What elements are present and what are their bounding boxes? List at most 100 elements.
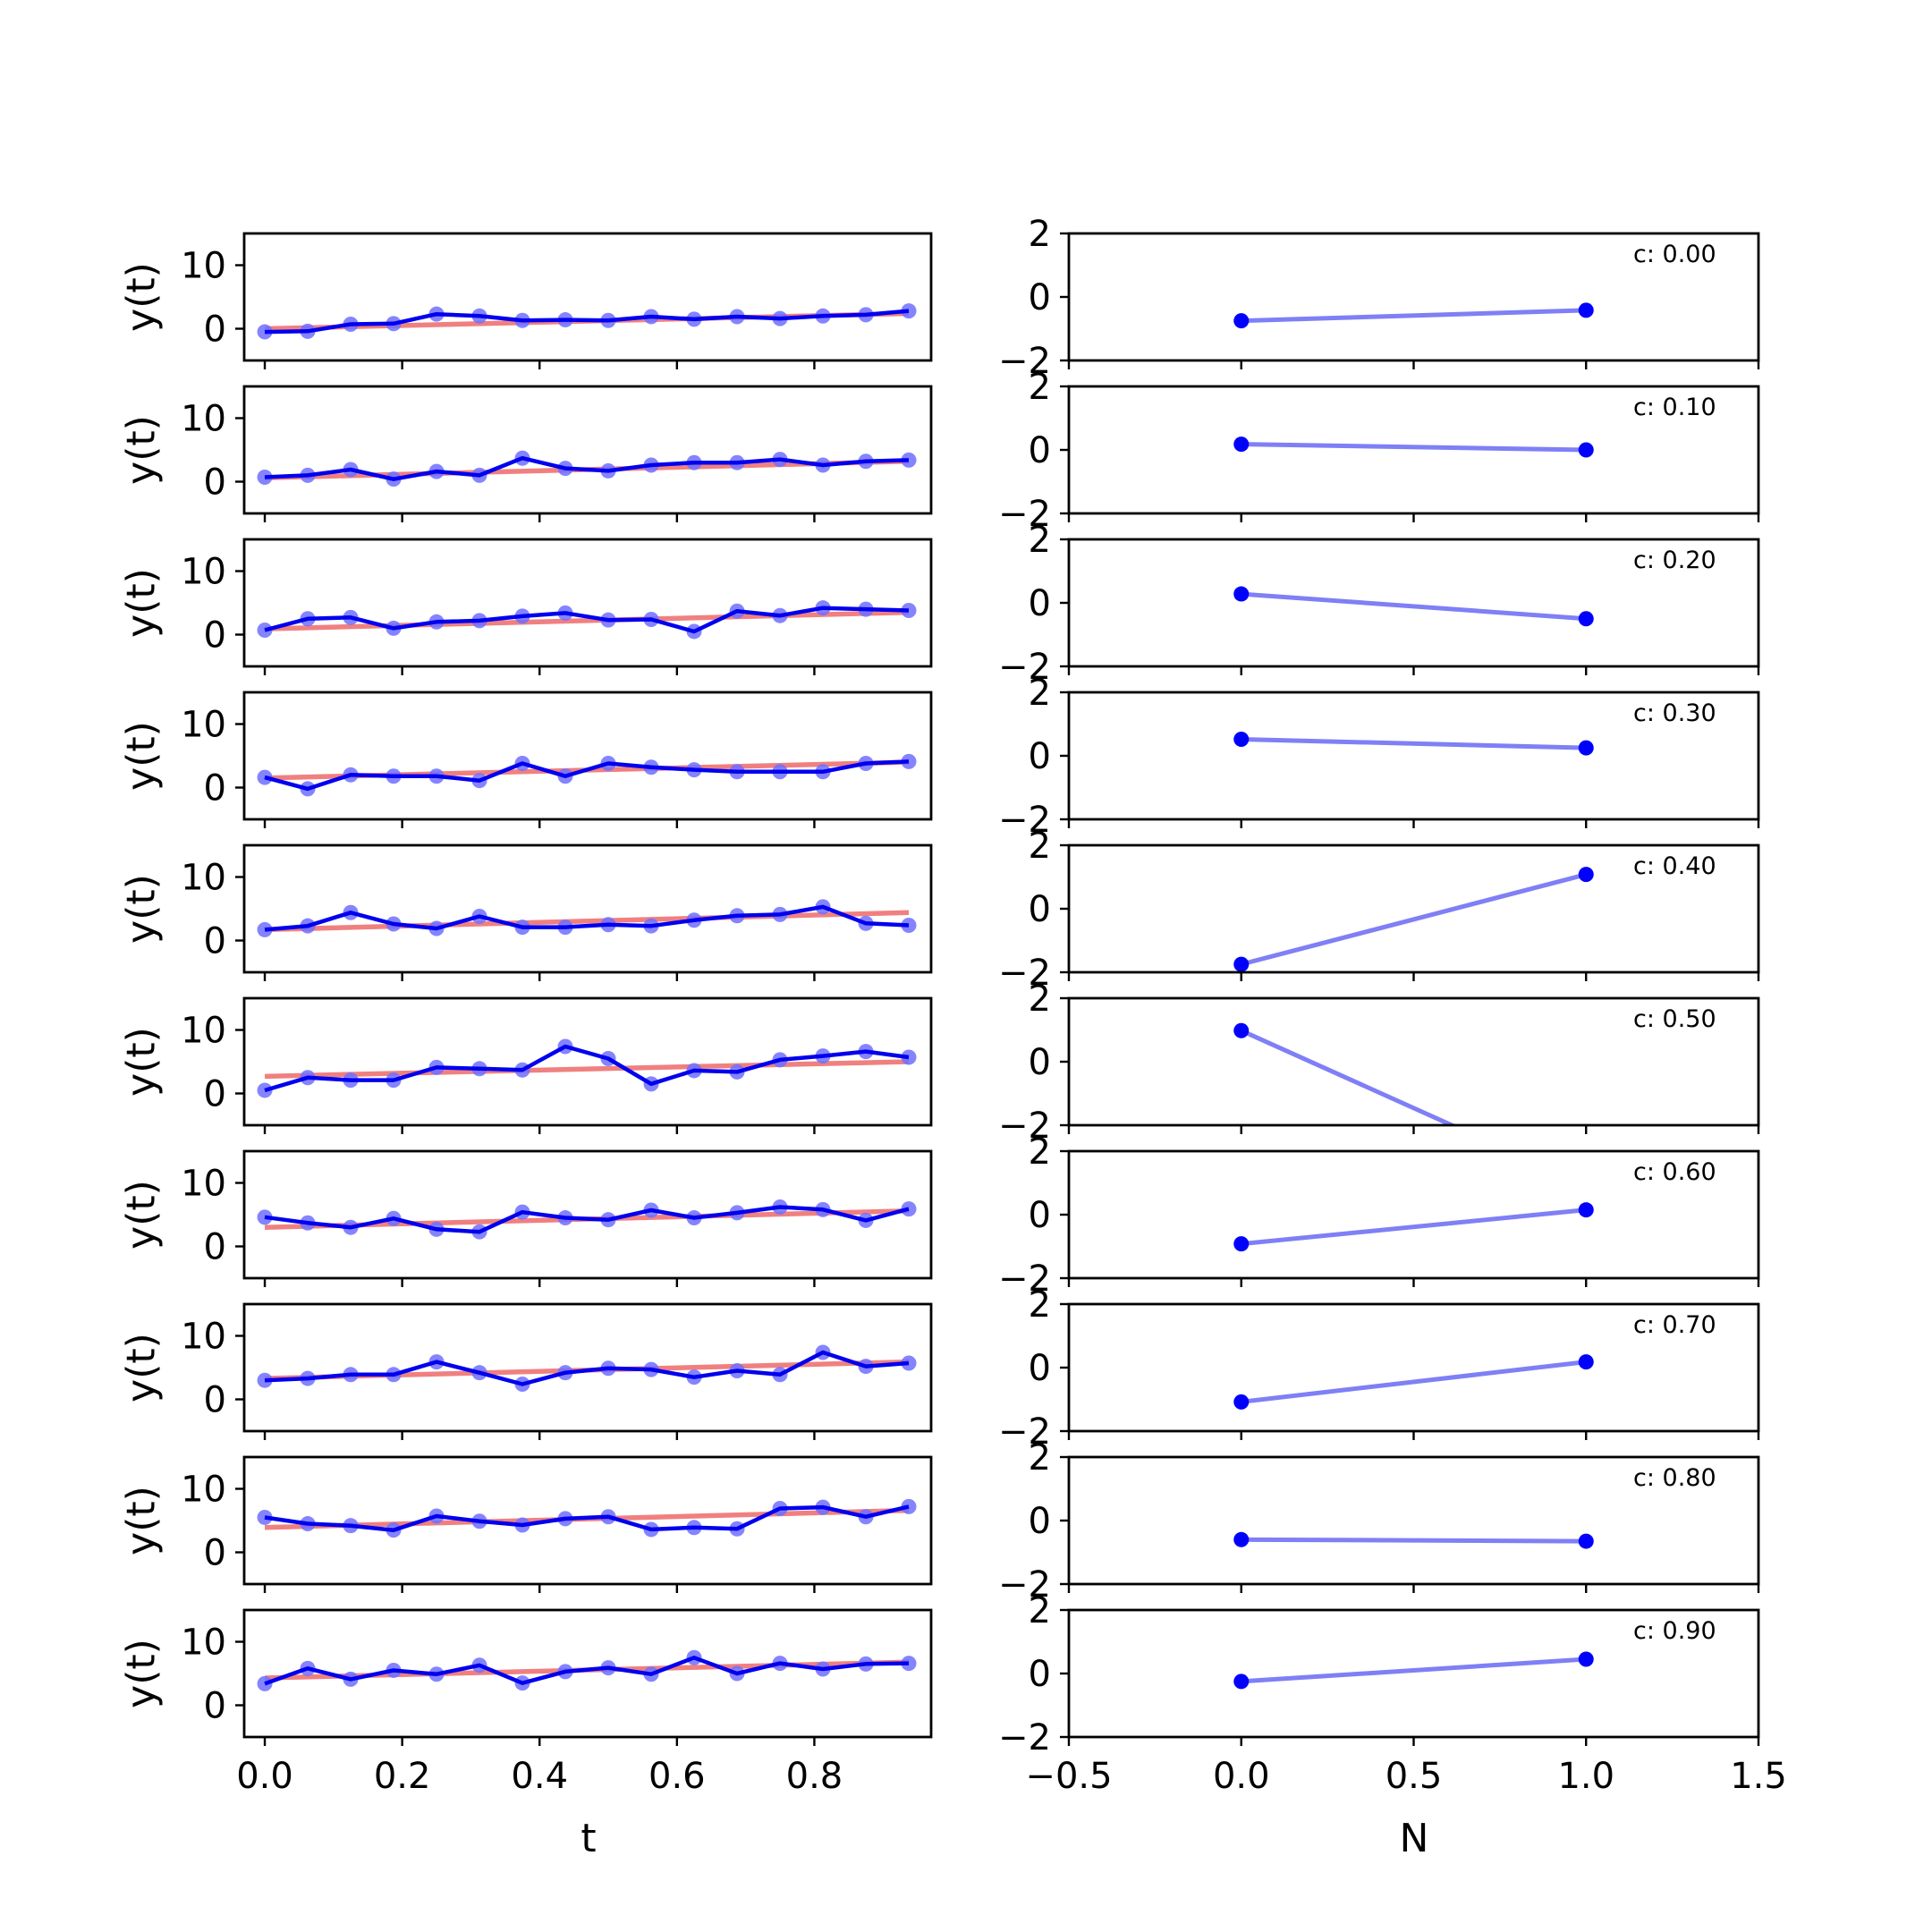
y-tick-label: 0: [1029, 1348, 1051, 1389]
y-tick-label: 0: [204, 1533, 226, 1574]
y-axis-label: y(t): [118, 1180, 164, 1250]
y-tick-label: 10: [181, 1623, 226, 1664]
data-line: [264, 1350, 910, 1386]
right-subplot-0: −2 0 2 c: 0.00: [998, 214, 1760, 382]
left-axes-frame: [242, 843, 933, 974]
y-tick-label: 2: [1029, 214, 1051, 255]
series-point: [1233, 956, 1250, 972]
data-point: [901, 1498, 917, 1514]
y-tick-label: 0: [1029, 736, 1051, 777]
y-tick-label: 0: [1029, 889, 1051, 930]
right-plot-area: [1233, 1022, 1458, 1125]
y-axis-label: y(t): [118, 262, 164, 332]
left-plot-area: [257, 600, 917, 640]
y-tick-label: 2: [1029, 520, 1051, 561]
data-line: [264, 1656, 910, 1686]
left-subplot-4: 0 10 y(t): [118, 843, 933, 981]
series-point: [1233, 586, 1250, 602]
data-line: [264, 1044, 910, 1093]
y-tick-label: 10: [181, 1011, 226, 1052]
left-plot-area: [257, 1199, 917, 1240]
right-subplot-4: −2 0 2 c: 0.40: [998, 826, 1760, 994]
left-plot-area: [257, 899, 917, 937]
series-point: [1233, 436, 1250, 453]
y-tick-label: 2: [1029, 673, 1051, 714]
right-plot-area: [1233, 1531, 1594, 1549]
series-point: [1578, 302, 1594, 318]
y-tick-label: 10: [181, 1317, 226, 1358]
left-subplot-6: 0 10 y(t): [118, 1149, 933, 1287]
y-tick-label: −2: [998, 341, 1051, 382]
y-tick-label: 0: [204, 309, 226, 351]
y-tick-label: 2: [1029, 1284, 1051, 1326]
y-tick-label: 2: [1029, 1590, 1051, 1631]
y-tick-label: 0: [204, 1686, 226, 1727]
right-subplot-7: −2 0 2 c: 0.70: [998, 1284, 1760, 1453]
y-tick-label: 0: [204, 615, 226, 657]
y-tick-label: −2: [998, 647, 1051, 688]
left-plot-area: [257, 1649, 917, 1691]
right-plot-area: [1233, 1202, 1594, 1252]
data-point: [901, 452, 917, 468]
series-line: [1241, 591, 1587, 622]
right-subplot-8: −2 0 2 c: 0.80: [998, 1437, 1760, 1606]
subplot-grid: 0 10 y(t) −2 0 2 c: 0.00 0 10 y(t) −2 0 2 c: 0.10 0 10 y…: [118, 214, 1786, 1797]
y-tick-label: 10: [181, 1164, 226, 1205]
series-line: [1241, 1208, 1587, 1247]
y-tick-label: 0: [1029, 1042, 1051, 1083]
y-tick-label: 10: [181, 552, 226, 593]
y-tick-label: −2: [998, 1564, 1051, 1606]
series-point: [1578, 611, 1594, 627]
y-axis-label: y(t): [118, 1333, 164, 1402]
y-tick-label: 0: [1029, 277, 1051, 318]
left-plot-area: [257, 1038, 917, 1098]
series-point: [1233, 1394, 1250, 1410]
x-tick-label: 0.0: [236, 1756, 293, 1797]
series-point: [1578, 1354, 1594, 1370]
y-tick-label: −2: [998, 1106, 1051, 1147]
series-point: [1233, 1236, 1250, 1252]
y-tick-label: 0: [1029, 1501, 1051, 1542]
right-subplot-6: −2 0 2 c: 0.60: [998, 1131, 1760, 1300]
series-point: [1578, 1651, 1594, 1667]
series-point: [1578, 1202, 1594, 1218]
y-tick-label: 10: [181, 858, 226, 899]
data-line: [264, 455, 910, 481]
data-point: [901, 603, 917, 619]
series-line: [1241, 872, 1587, 967]
y-tick-label: 2: [1029, 979, 1051, 1020]
y-tick-label: −2: [998, 494, 1051, 535]
left-axes-frame: [242, 1302, 933, 1433]
y-tick-label: −2: [998, 1717, 1051, 1758]
series-line: [1241, 1537, 1587, 1544]
y-tick-label: 0: [1029, 430, 1051, 471]
left-subplot-5: 0 10 y(t): [118, 996, 933, 1134]
c-annotation: c: 0.80: [1633, 1464, 1716, 1492]
data-point: [901, 303, 917, 319]
y-tick-label: 0: [204, 768, 226, 809]
data-line: [264, 1205, 910, 1234]
c-annotation: c: 0.60: [1633, 1158, 1716, 1186]
left-axes-frame: [242, 996, 933, 1127]
left-plot-area: [257, 1498, 917, 1538]
series-point: [1578, 1533, 1594, 1549]
series-point: [1233, 1531, 1250, 1547]
right-subplot-9: −2 0 2 −0.5 0.0 0.5 1.0 1.5 c: 0.90: [998, 1590, 1787, 1797]
x-tick-label: 0.2: [374, 1756, 431, 1797]
y-tick-label: 10: [181, 1470, 226, 1511]
x-tick-label: −0.5: [1025, 1756, 1112, 1797]
data-line: [264, 759, 910, 792]
c-annotation: c: 0.40: [1633, 852, 1716, 880]
y-tick-label: −2: [998, 1258, 1051, 1300]
data-point: [901, 1355, 917, 1371]
x-tick-label: 0.6: [648, 1756, 706, 1797]
data-line: [264, 1504, 910, 1532]
series-point: [1578, 442, 1594, 458]
right-plot-area: [1233, 436, 1594, 458]
left-axes-frame: [242, 691, 933, 821]
fit-line: [264, 609, 910, 631]
data-point: [901, 1201, 917, 1217]
left-axes-frame: [242, 385, 933, 515]
right-plot-area: [1233, 302, 1594, 329]
data-point: [901, 917, 917, 933]
